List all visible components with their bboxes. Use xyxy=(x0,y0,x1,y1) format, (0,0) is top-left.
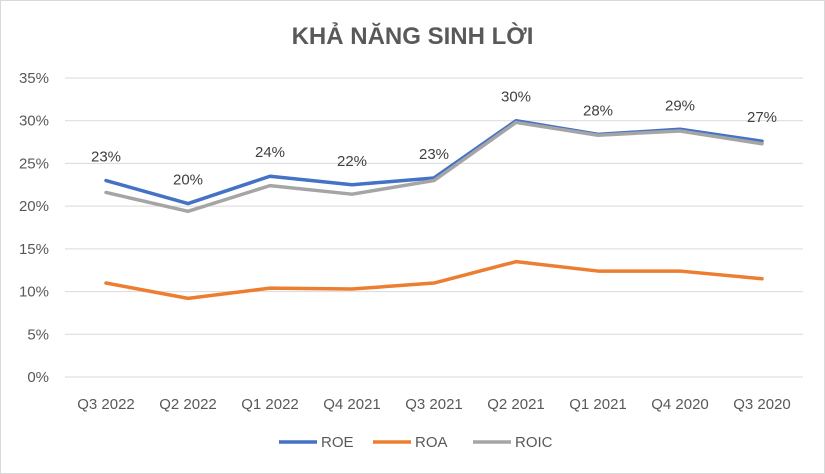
legend-label-roe: ROE xyxy=(321,434,354,451)
x-tick-label: Q2 2022 xyxy=(159,396,217,413)
legend: ROE ROA ROIC xyxy=(279,434,553,451)
legend-label-roa: ROA xyxy=(415,434,448,451)
data-label-roe: 23% xyxy=(91,149,121,166)
x-tick-label: Q1 2021 xyxy=(569,396,627,413)
y-tick-label: 30% xyxy=(19,113,49,130)
y-tick-label: 0% xyxy=(27,369,49,386)
y-tick-label: 5% xyxy=(27,326,49,343)
y-tick-label: 35% xyxy=(19,70,49,87)
y-tick-label: 15% xyxy=(19,241,49,258)
data-label-roe: 23% xyxy=(419,146,449,163)
x-tick-label: Q4 2020 xyxy=(651,396,709,413)
chart-title: KHẢ NĂNG SINH LỜI xyxy=(291,23,534,50)
data-label-roe: 30% xyxy=(501,89,531,106)
data-label-roe: 22% xyxy=(337,153,367,170)
data-label-roe: 27% xyxy=(747,109,777,126)
y-tick-label: 25% xyxy=(19,155,49,172)
x-tick-label: Q2 2021 xyxy=(487,396,545,413)
series-line-roic xyxy=(104,120,764,214)
x-axis-ticks: Q3 2022 Q2 2022 Q1 2022 Q4 2021 Q3 2021 Q2 20… xyxy=(77,396,791,413)
y-axis-ticks: 0% 5% 10% 15% 20% 25% 30% 35% xyxy=(19,70,49,386)
legend-label-roic: ROIC xyxy=(515,434,553,451)
data-labels: 23% 20% 24% 22% 23% 30% 28% 29% 27% xyxy=(91,89,777,189)
x-tick-label: Q3 2020 xyxy=(733,396,791,413)
data-label-roe: 20% xyxy=(173,172,203,189)
x-tick-label: Q4 2021 xyxy=(323,396,381,413)
series-lines xyxy=(104,118,764,301)
data-label-roe: 28% xyxy=(583,102,613,119)
x-tick-label: Q3 2021 xyxy=(405,396,463,413)
data-label-roe: 29% xyxy=(665,97,695,114)
y-tick-label: 10% xyxy=(19,284,49,301)
y-tick-label: 20% xyxy=(19,198,49,215)
x-tick-label: Q3 2022 xyxy=(77,396,135,413)
gridlines xyxy=(65,77,803,378)
x-tick-label: Q1 2022 xyxy=(241,396,299,413)
series-line-roa xyxy=(104,259,764,301)
data-label-roe: 24% xyxy=(255,144,285,161)
